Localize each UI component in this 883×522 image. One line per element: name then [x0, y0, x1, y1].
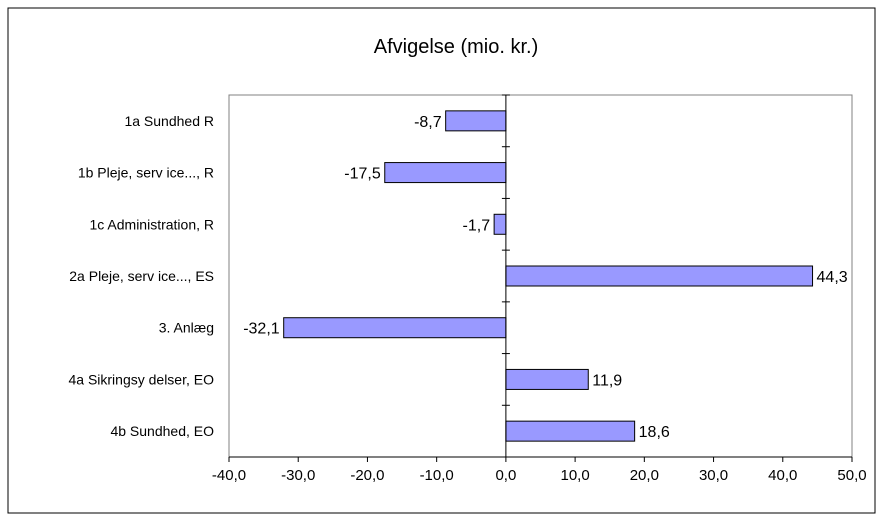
data-label: -32,1: [243, 321, 280, 338]
x-tick-label: 20,0: [630, 467, 659, 484]
x-tick-label: -40,0: [212, 467, 246, 484]
bar: [493, 213, 507, 235]
bar: [283, 317, 507, 339]
x-tick-label: -20,0: [350, 467, 384, 484]
category-label: 4b Sundhed, EO: [110, 423, 214, 439]
labels-layer: 1a Sundhed R -8,7 1b Pleje, serv ice..., R…: [68, 113, 866, 484]
bar: [505, 368, 589, 390]
bars-layer: [283, 110, 814, 442]
x-tick-label: -10,0: [420, 467, 454, 484]
x-tick-label: 10,0: [561, 467, 590, 484]
x-tick-label: 30,0: [699, 467, 728, 484]
x-tick-label: 0,0: [495, 467, 516, 484]
category-label: 1a Sundhed R: [124, 113, 214, 129]
x-tick-label: -30,0: [281, 467, 315, 484]
data-label: -8,7: [414, 114, 442, 131]
bar: [505, 420, 636, 442]
category-label: 1c Administration, R: [90, 216, 215, 232]
data-label: 18,6: [639, 424, 670, 441]
x-tick-label: 50,0: [837, 467, 866, 484]
bar: [445, 110, 507, 132]
chart-title: Afvigelse (mio. kr.): [374, 36, 538, 58]
category-label: 2a Pleje, serv ice..., ES: [69, 268, 214, 284]
category-label: 3. Anlæg: [159, 320, 214, 336]
axis-layer: [228, 94, 853, 462]
data-label: 44,3: [817, 269, 848, 286]
chart-outer-frame: [7, 7, 876, 514]
bar: [505, 265, 814, 287]
category-label: 4a Sikringsy delser, EO: [68, 371, 214, 387]
bar: [384, 162, 507, 184]
data-label: -17,5: [344, 166, 381, 183]
x-tick-label: 40,0: [768, 467, 797, 484]
data-label: 11,9: [592, 372, 622, 389]
category-label: 1b Pleje, serv ice..., R: [78, 165, 214, 181]
data-label: -1,7: [463, 217, 491, 234]
